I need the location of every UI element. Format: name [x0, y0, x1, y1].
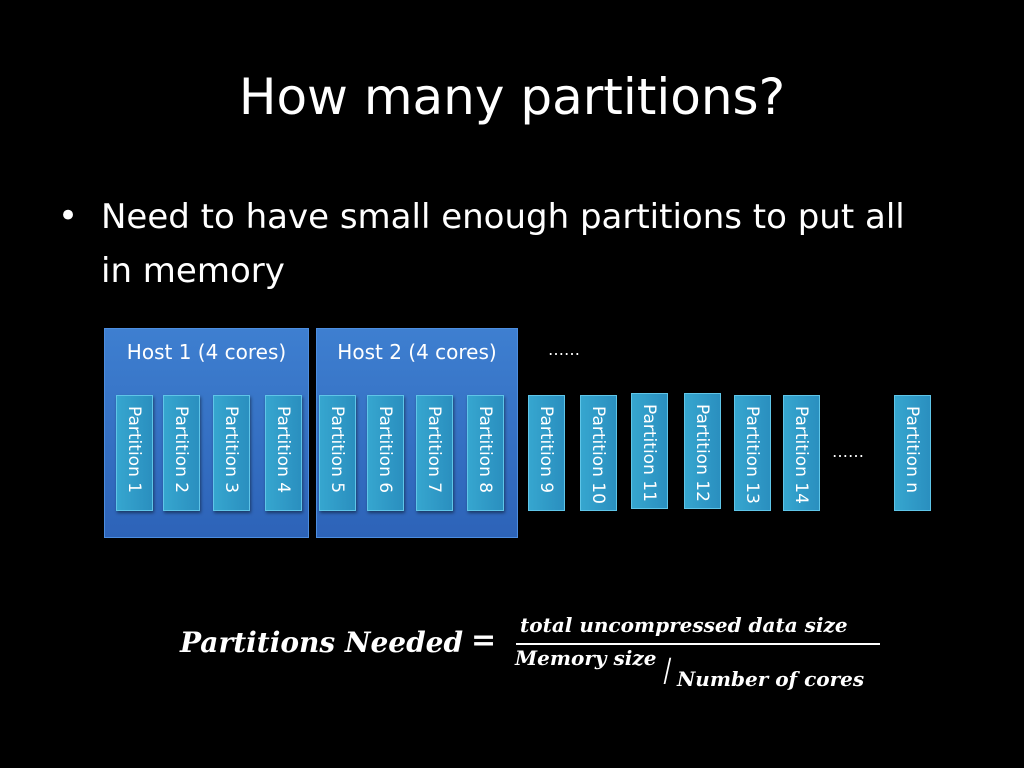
formula-slash: /: [663, 651, 672, 689]
bullet-text: Need to have small enough partitions to …: [101, 197, 905, 291]
partition-label: Partition 11: [639, 404, 659, 502]
partition-box-1: Partition 1: [116, 395, 153, 511]
partition-box-10: Partition 10: [580, 395, 617, 511]
slide-title: How many partitions?: [238, 68, 786, 126]
partition-label: Partition 10: [588, 406, 608, 504]
partition-label: Partition 6: [375, 406, 395, 494]
host-label-1: Host 1 (4 cores): [126, 340, 287, 364]
partition-label: Partition 7: [424, 406, 444, 494]
partition-box-9: Partition 9: [528, 395, 565, 511]
formula-equals: =: [471, 623, 497, 658]
partition-label: Partition 1: [124, 406, 144, 494]
partition-box-11: Partition 11: [631, 393, 668, 509]
partition-box-6: Partition 6: [367, 395, 404, 511]
partition-label: Partition 2: [171, 406, 191, 494]
bullet-icon: •: [58, 196, 79, 236]
partition-label: Partition 5: [327, 406, 347, 494]
partition-label: Partition 3: [221, 406, 241, 494]
formula-number-of-cores: Number of cores: [677, 667, 865, 691]
partition-box-7: Partition 7: [416, 395, 453, 511]
partition-label: Partition 12: [692, 404, 712, 502]
partition-ellipsis: ……: [832, 442, 864, 461]
formula-lhs: Partitions Needed: [180, 626, 464, 659]
partition-box-4: Partition 4: [265, 395, 302, 511]
partition-label: Partition 9: [536, 406, 556, 494]
partition-box-13: Partition 13: [734, 395, 771, 511]
partition-label: Partition n: [902, 406, 922, 494]
partition-box-2: Partition 2: [163, 395, 200, 511]
partition-box-8: Partition 8: [467, 395, 504, 511]
formula-memory-size: Memory size: [515, 646, 657, 670]
partition-label: Partition 13: [742, 406, 762, 504]
host-label-2: Host 2 (4 cores): [337, 340, 497, 364]
partition-box-3: Partition 3: [213, 395, 250, 511]
partitions-formula: Partitions Needed = total uncompressed d…: [180, 612, 900, 702]
partition-label: Partition 14: [791, 406, 811, 504]
fraction-bar: [516, 643, 880, 645]
partition-box-5: Partition 5: [319, 395, 356, 511]
formula-numerator: total uncompressed data size: [520, 613, 848, 637]
host-ellipsis: ……: [548, 340, 580, 359]
partition-label: Partition 4: [273, 406, 293, 494]
partition-box-12: Partition 12: [684, 393, 721, 509]
partition-box-n: Partition n: [894, 395, 931, 511]
partition-box-14: Partition 14: [783, 395, 820, 511]
partition-label: Partition 8: [475, 406, 495, 494]
